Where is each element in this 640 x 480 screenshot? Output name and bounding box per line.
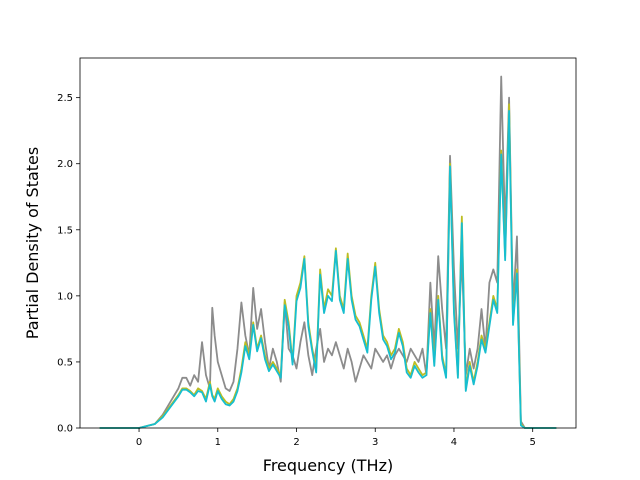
y-tick-label: 0.5 (57, 357, 73, 368)
x-axis-ticks: 0 1 2 3 4 5 (136, 428, 536, 448)
y-tick-label: 2.0 (57, 159, 73, 170)
x-tick-label: 4 (451, 437, 457, 448)
x-tick-label: 2 (293, 437, 299, 448)
x-tick-label: 0 (136, 437, 142, 448)
series-line-3 (99, 109, 557, 429)
y-axis-ticks: 0.0 0.5 1.0 1.5 2.0 2.5 (57, 93, 80, 435)
y-tick-label: 2.5 (57, 93, 73, 104)
series-line-1 (99, 75, 557, 429)
x-tick-label: 3 (372, 437, 378, 448)
series-line-2 (99, 103, 557, 429)
axes-frame (79, 57, 577, 429)
y-tick-label: 0.0 (57, 424, 73, 435)
y-axis-label: Partial Density of States (23, 147, 42, 339)
y-tick-label: 1.0 (57, 291, 73, 302)
x-tick-label: 5 (530, 437, 536, 448)
series-layer (99, 75, 557, 429)
x-tick-label: 1 (215, 437, 221, 448)
x-axis-label: Frequency (THz) (263, 456, 393, 475)
y-tick-label: 1.5 (57, 225, 73, 236)
